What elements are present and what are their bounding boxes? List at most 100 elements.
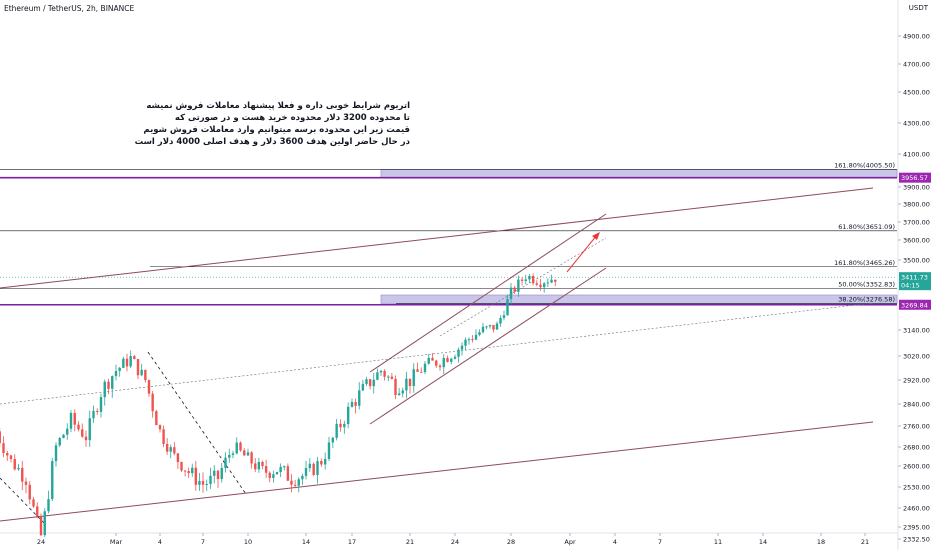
note-line: اتریوم شرایط خوبی داره و فعلا پیشنهاد مع… [146,101,410,111]
candle-body [335,423,338,438]
candle-body [183,470,187,472]
price-tick-label: 4100.00 [903,151,930,159]
candle-body [6,453,9,456]
candle-body [517,279,520,292]
candle-body [365,379,368,384]
candle-body [235,442,238,454]
candle-body [478,332,481,335]
time-tick-label: 4 [158,538,162,546]
candle-body [499,317,502,324]
candle-body [36,506,39,517]
candle-body [457,349,460,357]
price-tick-label: 4900.00 [903,33,930,41]
price-tick-label: 4300.00 [903,120,930,128]
candle-body [77,424,80,430]
candle-body [254,463,257,470]
zone-box[interactable] [380,294,898,304]
time-tick-label: 14 [759,538,767,546]
symbol-title: Ethereum / TetherUS, 2h, BINANCE [4,4,135,13]
time-tick-label: 28 [507,538,515,546]
candle-body [220,468,223,480]
candle-body [427,357,430,364]
candle-body [327,442,331,459]
candle-body [144,369,147,381]
time-tick-label: Mar [110,538,123,546]
candle-body [387,376,390,378]
currency-label[interactable]: USDT [908,4,928,12]
candle-body [243,450,246,456]
candle-body [379,370,383,373]
candle-body [372,379,375,387]
candle-body [464,339,467,346]
candle-body [383,370,386,377]
candle-body [301,475,304,480]
trendline[interactable] [369,213,607,373]
candle-body [394,378,397,395]
candle-body [136,359,140,376]
candle-body [194,467,198,485]
fib-level-label: 38.20%(3276.58) [838,295,895,303]
dashed-trendline[interactable] [0,477,47,526]
candle-body [58,438,61,446]
candle-body [297,479,300,486]
candle-body [140,369,143,376]
price-tick-label: 3020.00 [903,353,930,361]
time-tick-label: 21 [406,538,414,546]
candle-body [151,393,154,412]
candle-body [320,461,323,465]
candle-body [32,499,35,507]
price-badge [899,299,931,310]
price-tick-label: 2460.00 [903,505,930,513]
price-tick-label: 4500.00 [903,89,930,97]
candle-body [268,472,271,478]
candle-body [107,381,110,389]
candle-body [84,436,88,441]
price-tick-label: 3500.00 [903,257,930,265]
candle-body [361,383,365,391]
price-badge-label: 3956.57 [901,174,928,182]
candle-body [275,472,279,475]
candle-body [316,461,319,475]
time-tick-label: 14 [302,538,310,546]
candle-body [187,471,190,474]
candle-body [339,423,342,428]
candle-body [286,466,290,481]
candle-body [481,326,485,333]
dashed-trendline[interactable] [147,351,247,495]
candle-body [125,358,129,367]
last-price-badge [899,272,931,291]
trendline[interactable] [0,187,874,289]
candle-body [257,461,261,470]
candle-body [431,357,434,361]
candle-body [209,475,212,485]
candle-body [502,315,506,318]
dashed-trendline[interactable] [439,237,607,337]
last-price-label: 3411.73 [901,274,928,282]
time-tick-label: 18 [817,538,825,546]
candle-body [191,467,194,474]
fib-level-label: 161.80%(3465.26) [834,259,895,267]
candle-body [460,345,464,350]
projection-arrow[interactable] [566,234,598,273]
zone-box[interactable] [380,169,898,178]
candle-body [495,323,499,330]
candle-body [264,466,268,473]
candle-body [531,275,535,284]
candle-body [99,397,103,412]
candle-body [293,484,297,486]
candle-body [158,425,162,430]
candle-body [420,371,423,373]
candle-body [246,452,250,456]
candle-body [24,481,28,485]
candle-body [397,393,401,395]
trendline[interactable] [369,267,607,425]
candle-body [114,371,118,377]
dashed-trendline[interactable] [0,302,874,405]
candle-body [528,275,531,280]
candle-body [165,443,169,452]
candle-body [535,283,539,285]
trendline[interactable] [0,421,874,522]
candle-body [62,434,65,439]
